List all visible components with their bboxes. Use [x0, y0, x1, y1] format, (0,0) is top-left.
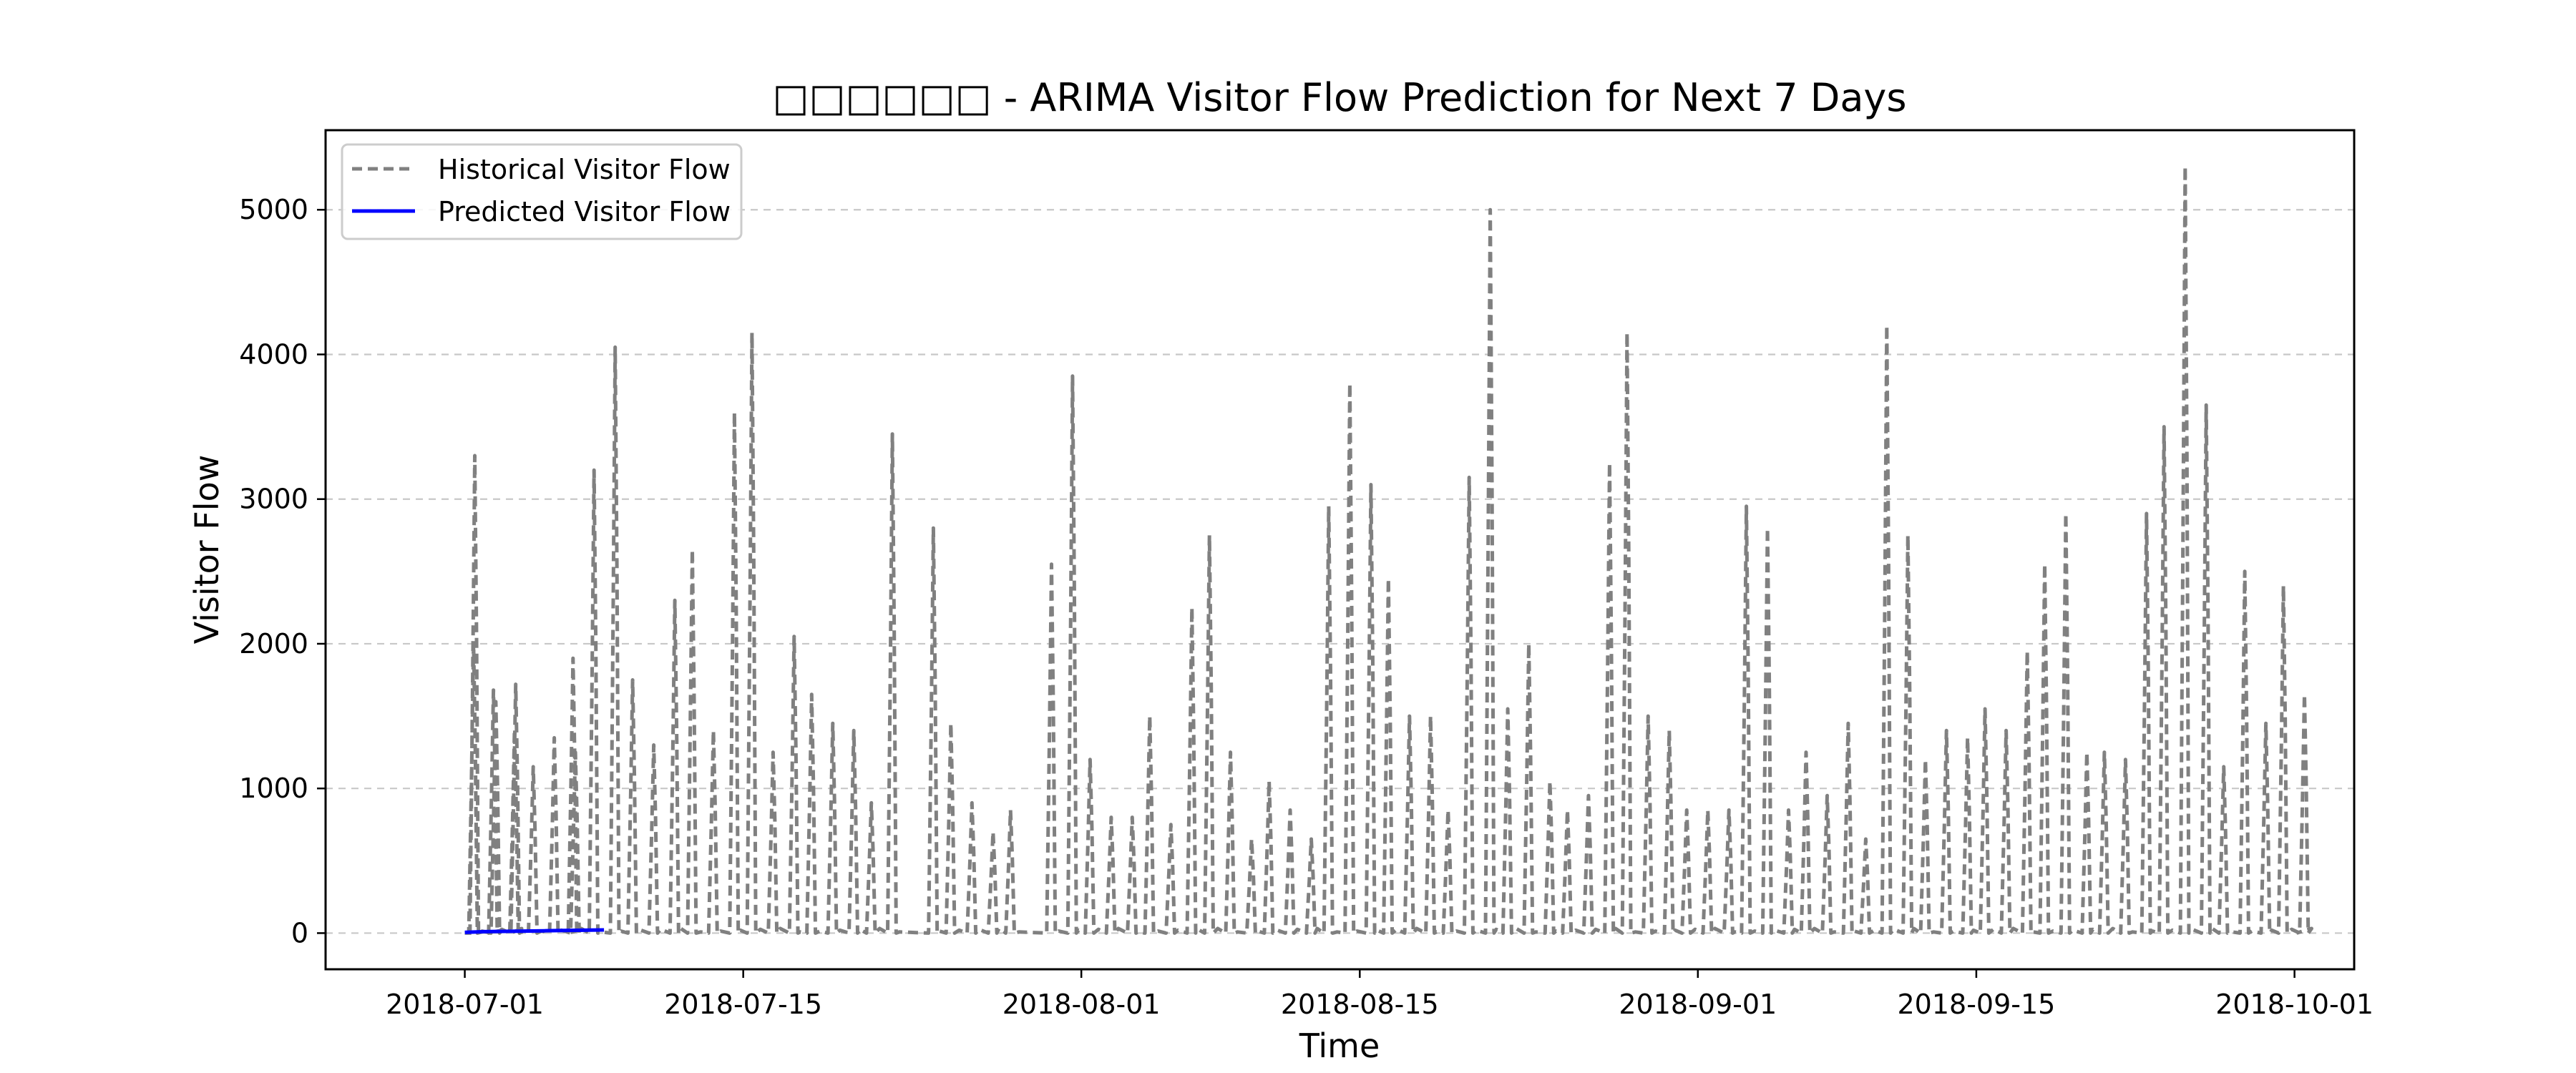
chart-title: □□□□□□ - ARIMA Visitor Flow Prediction f… — [772, 75, 1906, 120]
x-tick-label: 2018-09-01 — [1619, 989, 1777, 1020]
x-tick-label: 2018-07-15 — [664, 989, 822, 1020]
y-tick-label: 5000 — [239, 194, 308, 225]
legend-box — [341, 143, 743, 240]
y-tick-label: 4000 — [239, 338, 308, 370]
y-axis-label: Visitor Flow — [187, 455, 226, 645]
x-tick-label: 2018-10-01 — [2215, 989, 2373, 1020]
x-tick-label: 2018-07-01 — [386, 989, 544, 1020]
legend-historical-label: Historical Visitor Flow — [438, 154, 731, 185]
legend-predicted-label: Predicted Visitor Flow — [438, 196, 731, 227]
plot-frame — [324, 129, 2356, 971]
y-tick-label: 2000 — [239, 628, 308, 660]
series-layer — [464, 165, 2313, 935]
legend: Historical Visitor Flow Predicted Visito… — [341, 143, 743, 240]
historical-visitor-flow-line — [464, 165, 2313, 935]
y-tick-label: 0 — [291, 917, 308, 949]
tick-layer: 0 1000 2000 3000 4000 5000 2018-07-01 2018-07-1… — [239, 194, 2373, 1020]
predicted-visitor-flow-line — [464, 928, 605, 934]
y-tick-label: 1000 — [239, 773, 308, 804]
y-tick-label: 3000 — [239, 484, 308, 515]
x-axis-label: Time — [1299, 1027, 1380, 1065]
x-tick-label: 2018-08-15 — [1281, 989, 1439, 1020]
x-tick-label: 2018-08-01 — [1002, 989, 1161, 1020]
x-tick-label: 2018-09-15 — [1897, 989, 2055, 1020]
